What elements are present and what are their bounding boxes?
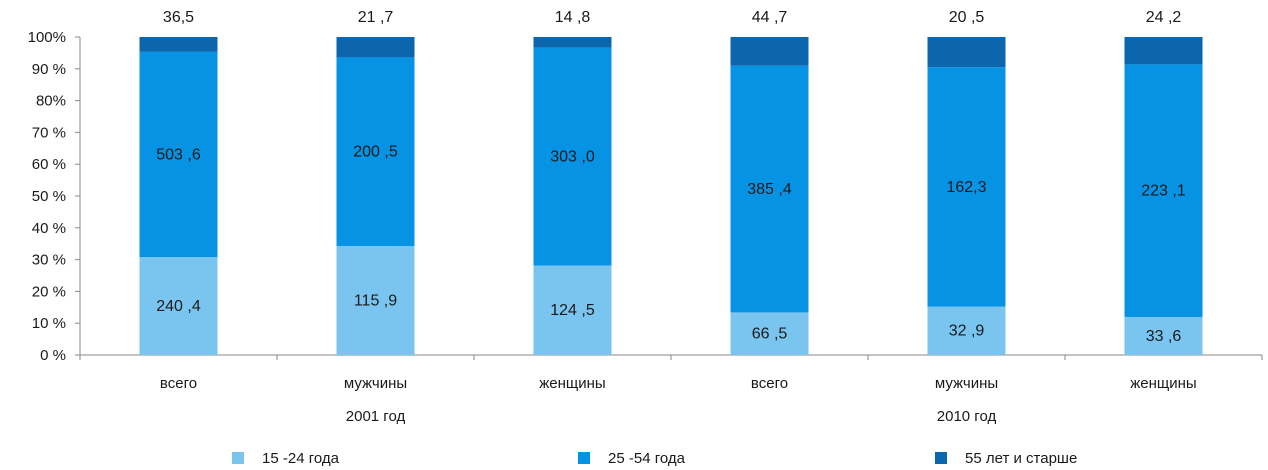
data-label: 240 ,4 <box>156 298 201 315</box>
data-label: 44 ,7 <box>752 9 788 26</box>
x-tick-label: всего <box>751 375 788 392</box>
y-tick-label: 70 % <box>32 124 66 141</box>
y-tick-label: 30 % <box>32 252 66 269</box>
y-tick-labels: 0 % 10 % 20 % 30 % 40 % 50 % 60 % 70 % 80% 90 % 10… <box>28 29 66 364</box>
legend-swatch <box>232 452 244 464</box>
group-labels: 2001 год 2010 год <box>346 408 997 425</box>
bar-segment <box>1124 37 1203 65</box>
bar-segment <box>730 37 809 66</box>
data-label: 24 ,2 <box>1146 9 1182 26</box>
data-label: 32 ,9 <box>949 323 985 340</box>
bar-segment <box>927 67 1006 307</box>
data-label: 66 ,5 <box>752 326 788 343</box>
legend-swatch <box>935 452 947 464</box>
bar-segment <box>336 37 415 58</box>
bars <box>139 37 1203 355</box>
legend: 15 -24 года 25 -54 года 55 лет и старше <box>232 450 1077 467</box>
x-tick-label: мужчины <box>935 375 998 392</box>
bar-segment <box>533 265 612 355</box>
y-tick-label: 90 % <box>32 61 66 78</box>
y-tick-label: 20 % <box>32 283 66 300</box>
bar-segment <box>927 306 1006 355</box>
bar-segment <box>533 37 612 48</box>
bar-segment <box>139 51 218 258</box>
legend-label: 25 -54 года <box>608 450 686 467</box>
x-tick-label: всего <box>160 375 197 392</box>
x-tick-label: женщины <box>1130 375 1196 392</box>
data-label: 162,3 <box>946 179 986 196</box>
data-label: 223 ,1 <box>1141 183 1186 200</box>
data-label: 33 ,6 <box>1146 328 1182 345</box>
data-label: 14 ,8 <box>555 9 591 26</box>
data-label: 303 ,0 <box>550 149 595 166</box>
data-label: 21 ,7 <box>358 9 394 26</box>
x-tick-label: мужчины <box>344 375 407 392</box>
y-tick-label: 10 % <box>32 315 66 332</box>
bar-segment <box>139 257 218 355</box>
y-tick-label: 0 % <box>40 347 66 364</box>
data-label: 385 ,4 <box>747 181 792 198</box>
legend-label: 55 лет и старше <box>965 450 1077 467</box>
data-label: 503 ,6 <box>156 146 201 163</box>
bar-segment <box>927 37 1006 68</box>
bar-segment <box>139 37 218 52</box>
y-tick-label: 80% <box>36 93 66 110</box>
bar-segment <box>336 57 415 246</box>
y-tick-label: 50 % <box>32 188 66 205</box>
x-tick-labels: всего мужчины женщины всего мужчины женщины <box>160 375 1197 392</box>
bar-segment <box>730 312 809 355</box>
data-label: 20 ,5 <box>949 9 985 26</box>
bar-segment <box>336 245 415 355</box>
bar-segment <box>1124 64 1203 317</box>
data-label: 115 ,9 <box>354 292 397 309</box>
axes <box>75 36 1263 360</box>
data-label: 36,5 <box>163 9 194 26</box>
y-tick-label: 100% <box>28 29 66 46</box>
bar-segment <box>730 65 809 313</box>
y-tick-label: 40 % <box>32 220 66 237</box>
bar-segment <box>1124 316 1203 355</box>
data-label: 200 ,5 <box>353 144 398 161</box>
value-labels: 240 ,4 503 ,6 36,5 115 ,9 200 ,5 21 ,7 124 ,5 3… <box>156 9 1186 345</box>
legend-label: 15 -24 года <box>262 450 340 467</box>
bar-segment <box>533 47 612 266</box>
group-label: 2001 год <box>346 408 406 425</box>
group-label: 2010 год <box>937 408 997 425</box>
legend-swatch <box>578 452 590 464</box>
y-tick-label: 60 % <box>32 156 66 173</box>
x-tick-label: женщины <box>539 375 605 392</box>
data-label: 124 ,5 <box>550 302 595 319</box>
